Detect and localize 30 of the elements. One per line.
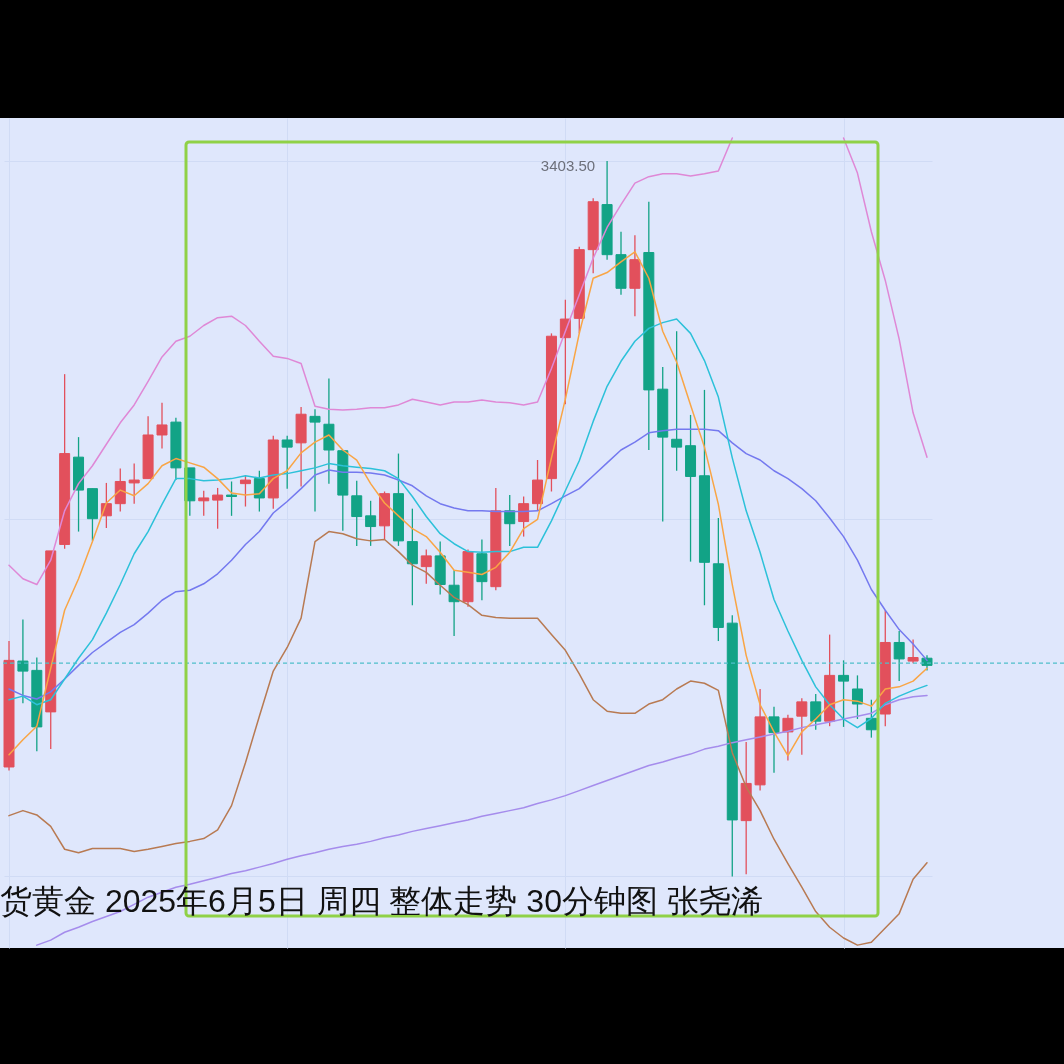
candlestick: [365, 500, 377, 547]
candlestick: [810, 693, 822, 731]
candlestick: [406, 508, 418, 606]
candlestick: [114, 467, 126, 513]
candlestick: [17, 618, 29, 704]
candlestick: [907, 638, 919, 664]
candlestick: [518, 495, 530, 538]
candlestick: [532, 459, 544, 512]
candlestick: [226, 480, 238, 517]
candlestick: [351, 480, 363, 547]
candlestick: [671, 330, 683, 472]
candlestick: [796, 697, 808, 756]
candlestick: [838, 659, 850, 728]
candlestick: [128, 462, 140, 505]
candlestick: [448, 569, 460, 637]
candlestick: [212, 487, 224, 530]
candlestick: [420, 548, 432, 585]
candlestick: [239, 475, 251, 508]
candlestick: [782, 714, 794, 762]
candlestick: [865, 699, 877, 739]
candlestick: [156, 402, 168, 450]
candlestick: [768, 706, 780, 774]
candlestick: [253, 470, 265, 513]
annotation: 3403.50: [540, 156, 596, 174]
candlestick: [504, 494, 516, 547]
candlestick: [893, 630, 905, 682]
candlestick: [309, 408, 321, 513]
candlestick: [198, 490, 210, 517]
candlestick: [281, 435, 293, 490]
candlestick: [851, 674, 863, 720]
